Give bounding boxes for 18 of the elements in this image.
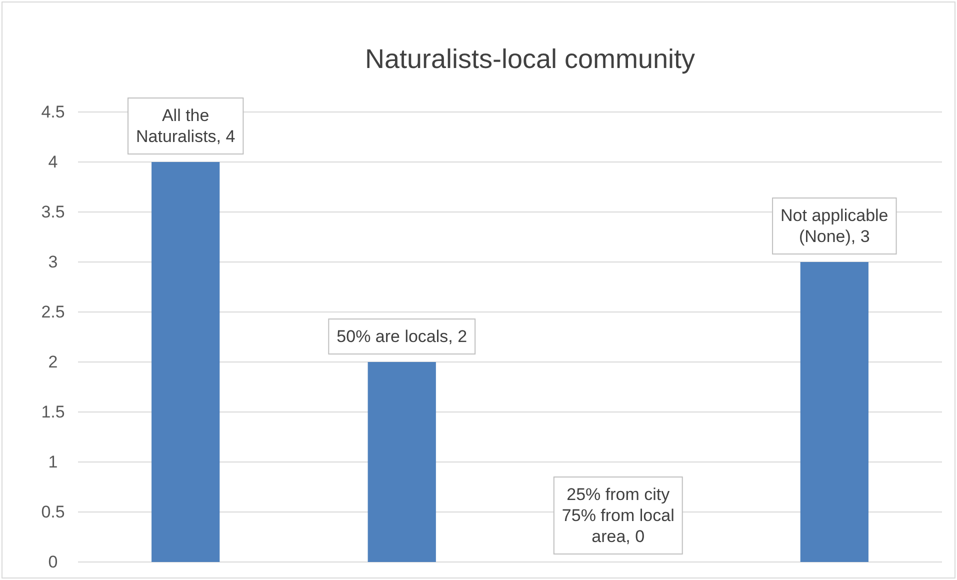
y-tick-label: 3.5 [41,202,65,222]
y-tick-label: 2 [48,352,58,372]
y-tick-label: 3 [48,252,58,272]
y-tick-label: 1.5 [41,402,65,422]
data-label: Not applicable (None), 3 [780,206,888,246]
y-tick-label: 0.5 [41,502,65,522]
chart-title: Naturalists-local community [364,44,696,74]
data-label: 25% from city 75% from local area, 0 [562,485,674,546]
y-tick-label: 0 [48,552,58,572]
bar [152,162,220,562]
bar [368,362,436,562]
data-label: All the Naturalists, 4 [136,106,236,146]
y-tick-label: 2.5 [41,302,65,322]
y-tick-label: 1 [48,452,58,472]
bar [800,262,868,562]
y-tick-label: 4 [48,152,58,172]
y-tick-label: 4.5 [41,102,65,122]
data-label: 50% are locals, 2 [336,327,468,346]
